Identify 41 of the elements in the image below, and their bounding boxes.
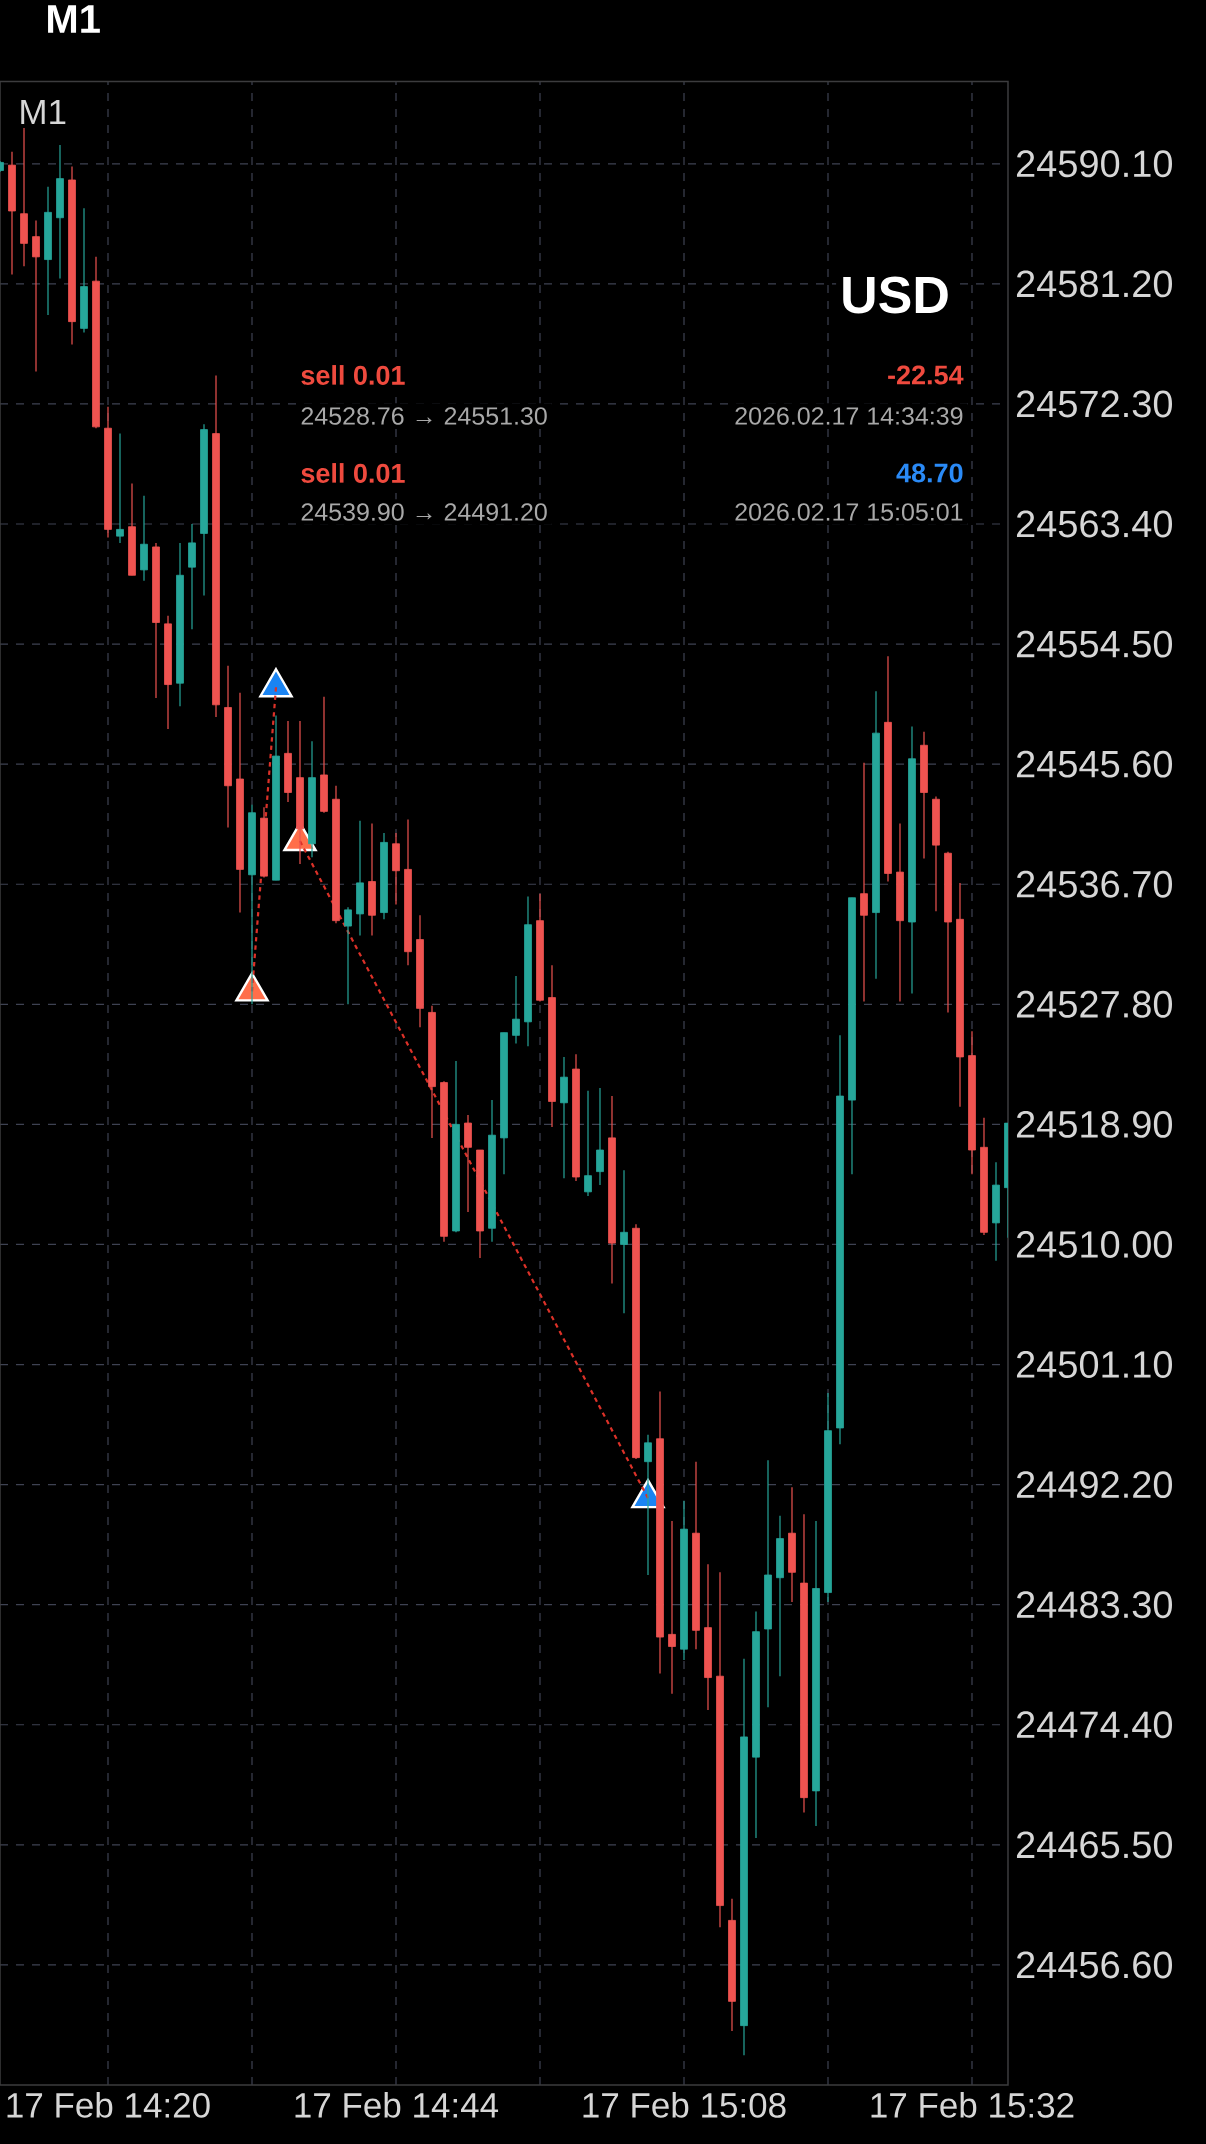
annotation: sell 0.01 — [301, 463, 405, 483]
x-tick-label: 17 Feb 15:08 — [583, 2092, 786, 2118]
annotation: sell 0.01 — [301, 365, 405, 385]
y-tick-label: 24465.50 — [1016, 1831, 1173, 1859]
y-tick-label: 24572.30 — [1016, 390, 1173, 418]
annotation: 24528.76 → 24551.30 — [301, 407, 547, 425]
y-tick-label: 24474.40 — [1016, 1711, 1173, 1739]
annotation: -22.54 — [888, 365, 964, 385]
x-tick-label: 17 Feb 14:20 — [7, 2092, 210, 2118]
candlestick — [32, 219, 40, 373]
text: M1 — [48, 5, 100, 33]
annotation: 2026.02.17 14:34:39 — [735, 407, 963, 425]
y-tick-label: 24554.50 — [1016, 630, 1173, 658]
y-tick-label: 24545.60 — [1016, 750, 1173, 778]
annotation: USD — [843, 276, 948, 314]
y-tick-label: 24501.10 — [1016, 1351, 1173, 1378]
chart-title: M1 — [21, 99, 66, 125]
y-tick-label: 24510.00 — [1016, 1231, 1173, 1258]
candlestick — [596, 1087, 604, 1186]
candlestick — [668, 1520, 676, 1695]
candlestick — [116, 433, 124, 544]
candlestick — [860, 762, 868, 1003]
candlestick — [512, 975, 520, 1045]
annotation: 24539.90 → 24491.20 — [301, 503, 547, 521]
y-tick-label: 24483.30 — [1016, 1591, 1173, 1619]
y-tick-label: 24536.70 — [1016, 870, 1173, 898]
x-tick-label: 17 Feb 15:32 — [871, 2092, 1074, 2118]
annotation: 2026.02.17 15:05:01 — [735, 503, 963, 521]
candlestick — [644, 1434, 652, 1576]
x-tick-label: 17 Feb 14:44 — [295, 2092, 499, 2118]
y-tick-label: 24492.20 — [1016, 1471, 1173, 1499]
candlestick — [584, 1090, 592, 1197]
y-tick-label: 24563.40 — [1016, 510, 1173, 538]
y-tick-label: 24590.10 — [1016, 150, 1173, 178]
candlestick — [620, 1169, 628, 1314]
candlestick — [344, 906, 352, 1005]
y-tick-label: 24527.80 — [1016, 990, 1173, 1018]
y-tick-label: 24581.20 — [1016, 270, 1173, 298]
annotation: 48.70 — [896, 463, 963, 483]
y-tick-label: 24456.60 — [1016, 1951, 1173, 1979]
y-tick-label: 24518.90 — [1016, 1110, 1173, 1138]
